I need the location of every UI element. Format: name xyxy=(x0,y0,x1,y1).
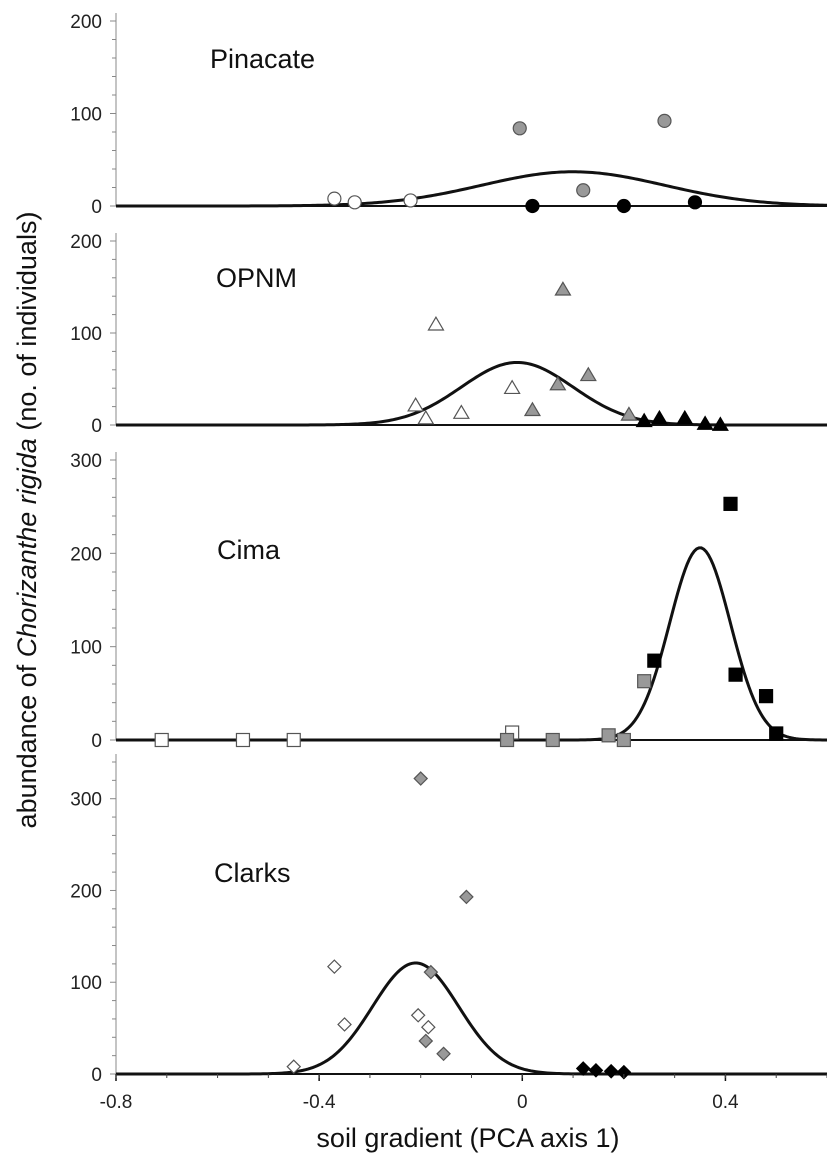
y-tick-label: 0 xyxy=(91,197,102,218)
data-point-diamond xyxy=(575,1061,591,1076)
data-point-triangle xyxy=(503,379,521,395)
y-tick-label: 200 xyxy=(70,232,102,253)
y-tick-label: 200 xyxy=(70,12,102,33)
data-point-circle xyxy=(403,193,418,208)
data-point-circle xyxy=(525,198,540,214)
panel-title-opnm: OPNM xyxy=(216,263,297,293)
data-point-triangle xyxy=(549,375,567,391)
data-point-diamond xyxy=(418,1033,434,1049)
panel-pinacate: 0 100 200 Pinacate xyxy=(70,12,827,218)
y-axis-title: abundance of Chorizanthe rigida (no. of … xyxy=(12,212,42,829)
x-axis-title: soil gradient (PCA axis 1) xyxy=(316,1123,619,1153)
data-point-triangle xyxy=(407,396,425,412)
y-tick-label: 100 xyxy=(70,973,102,994)
data-point-circle xyxy=(616,198,631,214)
panel-title-cima: Cima xyxy=(217,535,281,565)
data-point-triangle xyxy=(620,406,638,421)
data-point-triangle xyxy=(650,409,668,425)
data-point-triangle xyxy=(554,281,572,296)
x-tick-label: 0 xyxy=(517,1092,528,1113)
data-point-triangle xyxy=(696,415,714,430)
data-point-circle xyxy=(512,121,527,136)
data-point-diamond xyxy=(286,1059,302,1075)
data-point-square xyxy=(601,728,616,743)
data-point-diamond xyxy=(420,1019,436,1035)
y-tick-label: 300 xyxy=(70,790,102,811)
panel-title-clarks: Clarks xyxy=(214,858,291,888)
y-tick-label: 100 xyxy=(70,324,102,345)
data-point-square xyxy=(723,496,738,511)
y-tick-label: 100 xyxy=(70,638,102,659)
y-tick-label: 0 xyxy=(91,731,102,752)
data-point-diamond xyxy=(337,1017,352,1032)
data-point-square xyxy=(647,653,662,668)
fitted-curve xyxy=(116,170,827,208)
y-axis-title-prefix: abundance of xyxy=(12,657,42,828)
y-tick-label: 0 xyxy=(91,1065,102,1086)
data-point-diamond xyxy=(616,1064,632,1080)
data-point-square xyxy=(728,667,743,682)
data-point-square xyxy=(758,689,774,704)
data-point-triangle xyxy=(579,366,597,382)
data-point-square xyxy=(637,674,652,689)
x-tick-label: 0.4 xyxy=(712,1092,739,1113)
data-point-diamond xyxy=(588,1062,604,1078)
data-point-diamond xyxy=(423,964,439,980)
panel-cima: 0 100 200 300 Cima xyxy=(70,451,827,752)
panel-opnm: 0 100 200 OPNM xyxy=(70,232,827,437)
data-point-triangle xyxy=(676,409,694,425)
data-point-circle xyxy=(327,191,342,206)
data-point-square xyxy=(499,732,515,748)
x-tick-label: -0.4 xyxy=(303,1092,336,1113)
data-point-square xyxy=(545,732,560,748)
data-point-circle xyxy=(576,183,591,198)
panel-title-pinacate: Pinacate xyxy=(210,44,315,74)
data-point-diamond xyxy=(459,889,474,905)
data-point-diamond xyxy=(410,1007,426,1023)
data-point-triangle xyxy=(417,409,435,425)
y-tick-label: 0 xyxy=(91,416,102,437)
y-tick-label: 200 xyxy=(70,544,102,565)
data-point-square xyxy=(154,732,169,748)
fitted-curve xyxy=(116,961,827,1076)
data-point-triangle xyxy=(452,404,470,419)
y-tick-label: 100 xyxy=(70,105,102,126)
fitted-curve xyxy=(116,360,827,427)
data-point-diamond xyxy=(603,1063,619,1079)
x-axis: -0.8 -0.4 0 0.4 xyxy=(100,1074,827,1113)
fitted-curve xyxy=(116,546,827,742)
data-point-square xyxy=(286,732,301,748)
data-point-square xyxy=(769,726,784,741)
data-point-square xyxy=(616,732,631,748)
panel-clarks: 0 100 200 300 Clarks xyxy=(70,754,827,1086)
data-point-circle xyxy=(657,113,672,129)
y-tick-label: 200 xyxy=(70,881,102,902)
data-point-triangle xyxy=(427,316,445,331)
data-point-circle xyxy=(347,195,362,210)
data-point-triangle xyxy=(711,416,729,431)
data-point-diamond xyxy=(436,1046,451,1062)
data-point-diamond xyxy=(327,959,342,974)
x-tick-label: -0.8 xyxy=(100,1092,133,1113)
y-tick-label: 300 xyxy=(70,451,102,472)
data-point-triangle xyxy=(523,401,541,417)
data-point-circle xyxy=(687,195,703,210)
y-axis-title-species: Chorizanthe rigida xyxy=(12,438,42,657)
data-point-square xyxy=(235,732,251,748)
panels-layer: 0 100 200 Pinacate 0 100 200 OPNM 0 100 200 300 Cima… xyxy=(70,12,827,1086)
y-axis-title-suffix: (no. of individuals) xyxy=(12,212,42,439)
data-point-triangle xyxy=(635,412,653,428)
data-point-diamond xyxy=(413,771,429,786)
